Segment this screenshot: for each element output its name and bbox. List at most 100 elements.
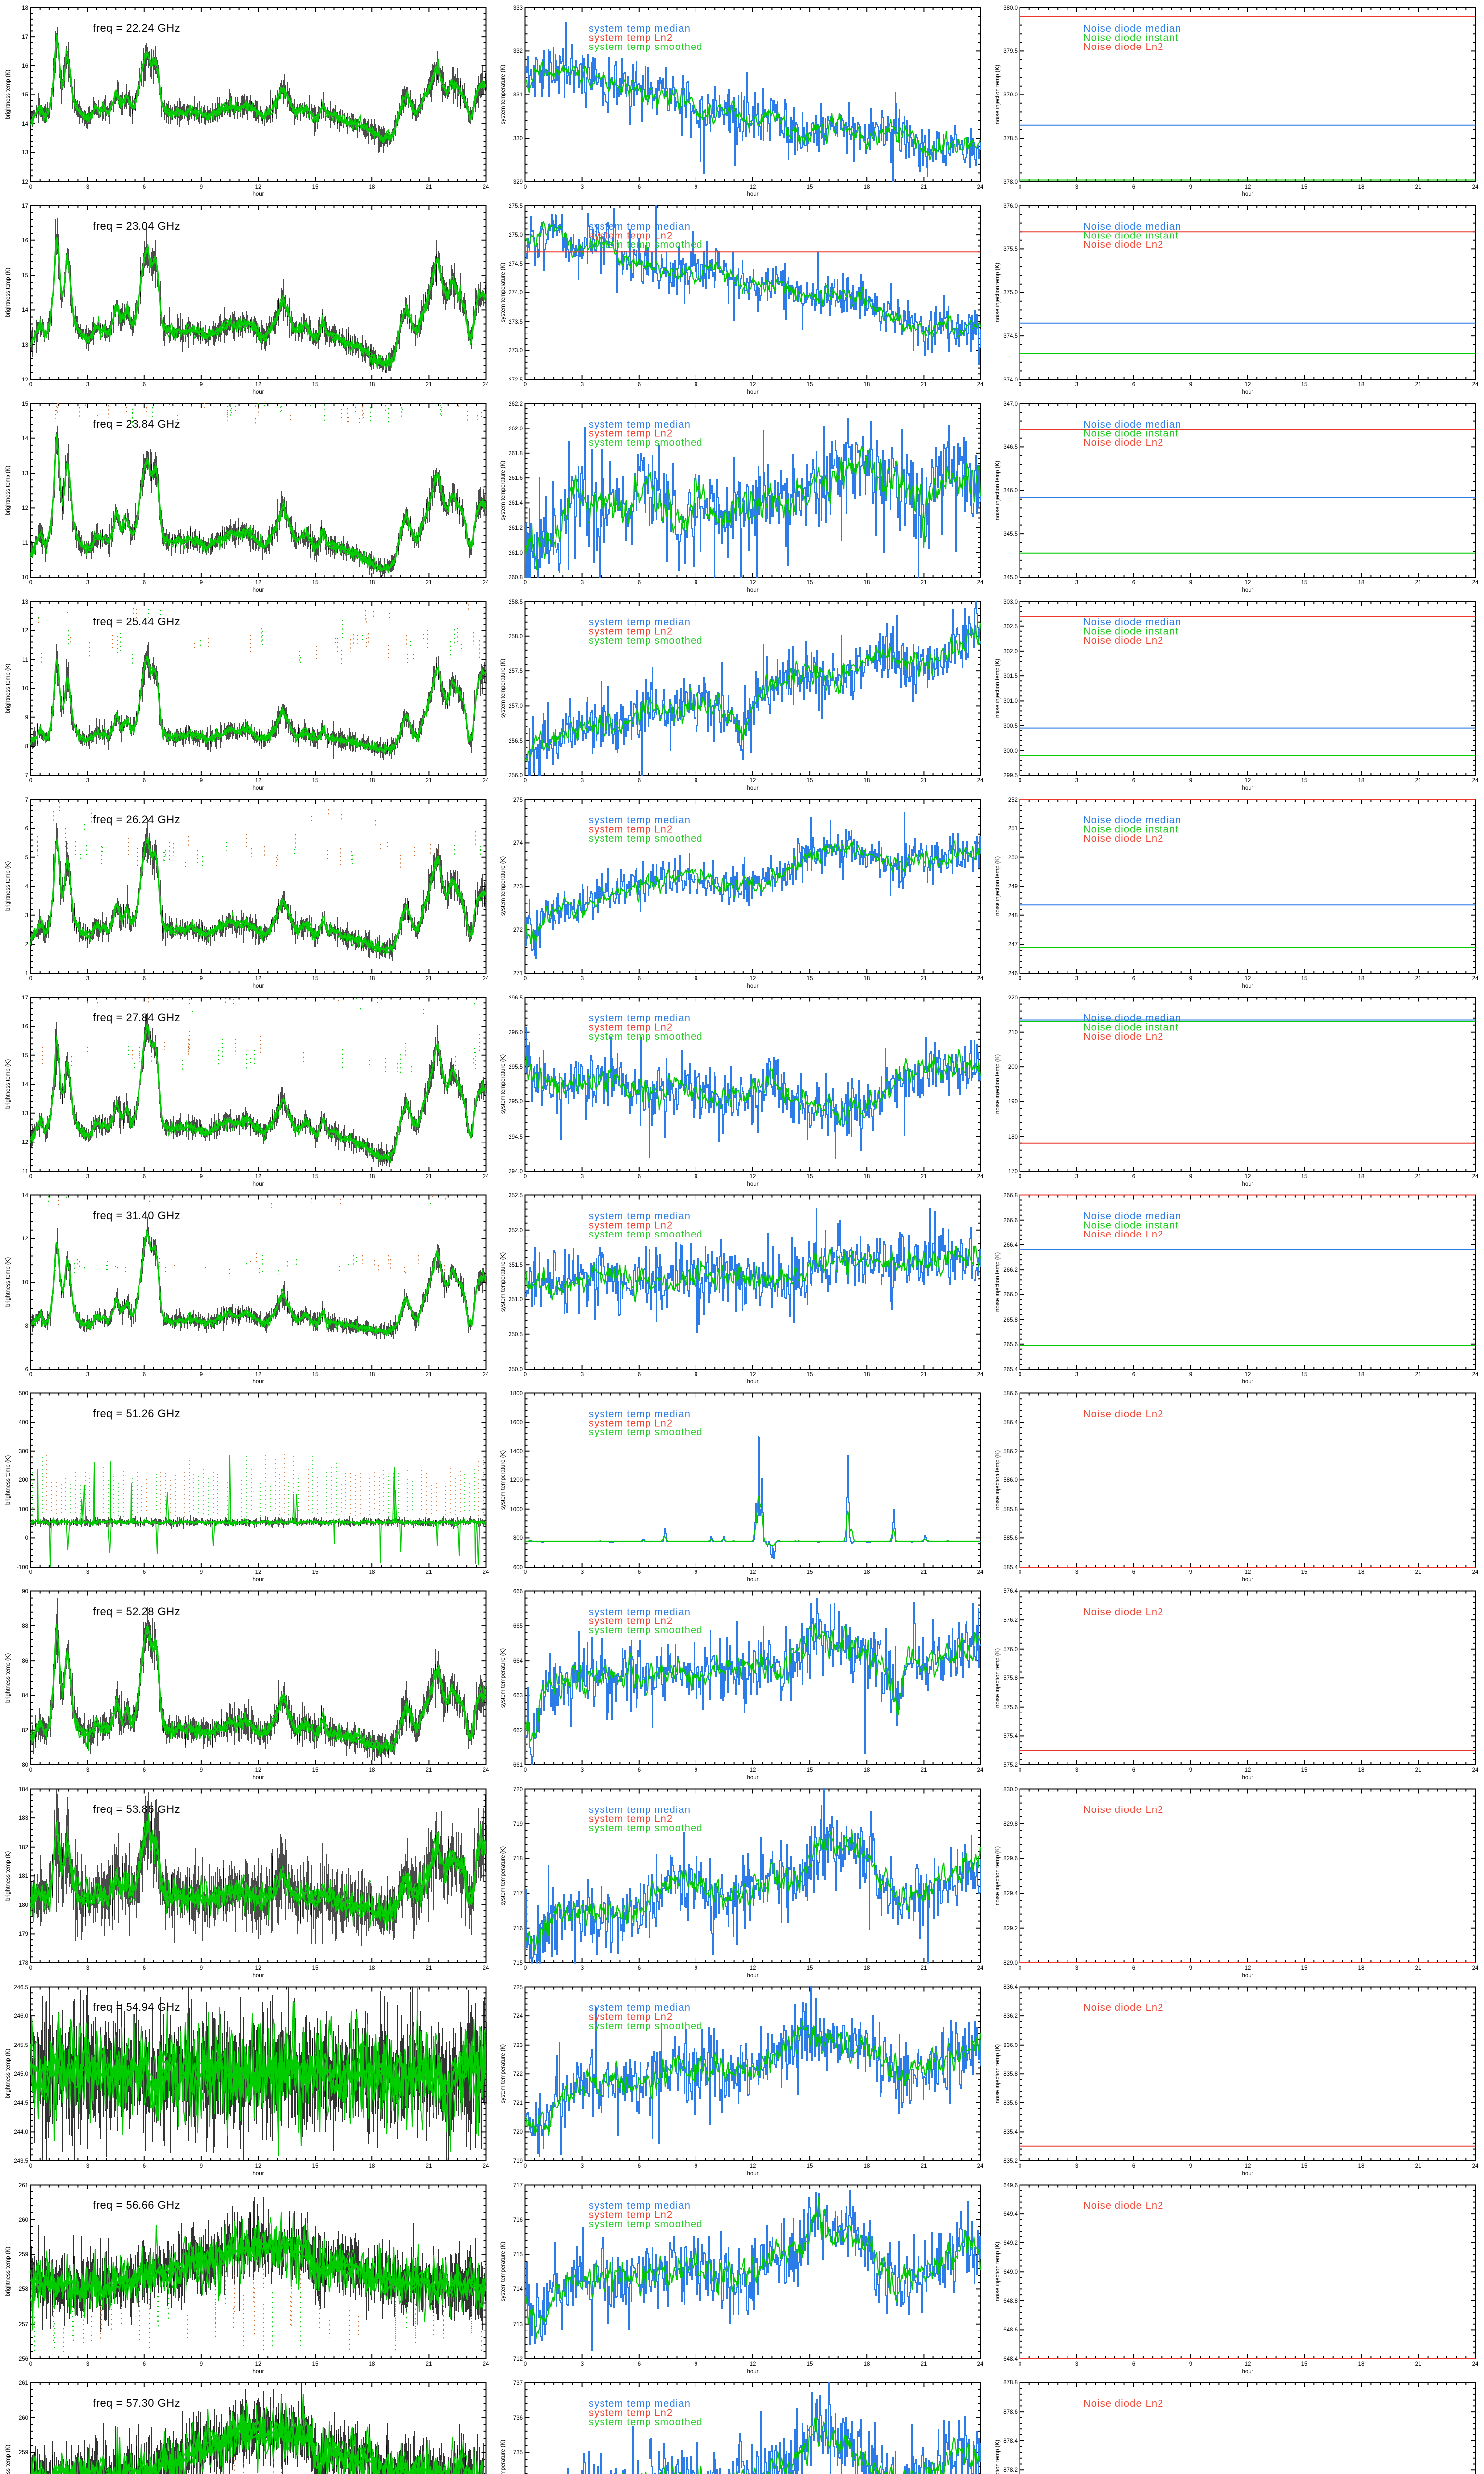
svg-text:266.0: 266.0 (1003, 1292, 1018, 1298)
svg-text:829.6: 829.6 (1003, 1856, 1018, 1862)
svg-text:575.8: 575.8 (1003, 1675, 1018, 1681)
svg-text:0: 0 (25, 1535, 28, 1541)
svg-text:719: 719 (513, 1821, 523, 1827)
svg-text:Noise diode Ln2: Noise diode Ln2 (1083, 1607, 1164, 1618)
svg-text:system temp Ln2: system temp Ln2 (589, 1814, 673, 1825)
svg-text:666: 666 (513, 1589, 523, 1595)
svg-text:878.4: 878.4 (1003, 2438, 1018, 2444)
svg-text:Noise diode Ln2: Noise diode Ln2 (1083, 635, 1164, 646)
svg-text:system temp median: system temp median (589, 1013, 691, 1024)
svg-text:736: 736 (513, 2415, 523, 2421)
svg-text:294.0: 294.0 (509, 1169, 523, 1175)
svg-text:system temperature (K): system temperature (K) (500, 2440, 506, 2474)
svg-text:9: 9 (25, 715, 28, 721)
svg-text:system temp Ln2: system temp Ln2 (589, 231, 673, 241)
svg-text:Noise diode Ln2: Noise diode Ln2 (1083, 1031, 1164, 1042)
svg-text:Noise diode Ln2: Noise diode Ln2 (1083, 1229, 1164, 1240)
svg-text:200: 200 (19, 1477, 28, 1483)
svg-text:12: 12 (22, 628, 28, 634)
svg-text:720: 720 (513, 2129, 523, 2135)
svg-text:brightness temp (K): brightness temp (K) (5, 861, 11, 911)
svg-text:346.0: 346.0 (1003, 488, 1018, 494)
svg-text:brightness temp (K): brightness temp (K) (5, 268, 11, 318)
svg-text:261: 261 (19, 2380, 28, 2386)
svg-text:374.5: 374.5 (1003, 333, 1018, 339)
svg-text:17: 17 (22, 203, 28, 209)
svg-text:378.0: 378.0 (1003, 179, 1018, 185)
svg-text:system temp median: system temp median (589, 221, 691, 232)
svg-text:noise injection temp (K): noise injection temp (K) (995, 1450, 1001, 1510)
svg-text:352.5: 352.5 (509, 1193, 523, 1199)
svg-text:375.5: 375.5 (1003, 246, 1018, 252)
svg-text:brightness temp (K): brightness temp (K) (5, 1455, 11, 1505)
svg-text:1000: 1000 (510, 1507, 523, 1513)
svg-text:system temp median: system temp median (589, 2200, 691, 2211)
svg-text:575.6: 575.6 (1003, 1705, 1018, 1711)
svg-text:system temperature (K): system temperature (K) (500, 856, 506, 916)
svg-text:15: 15 (22, 1053, 28, 1059)
svg-text:Noise diode Ln2: Noise diode Ln2 (1083, 2398, 1164, 2409)
svg-text:273: 273 (513, 884, 523, 890)
svg-text:1600: 1600 (510, 1420, 523, 1426)
svg-text:300.0: 300.0 (1003, 748, 1018, 754)
svg-text:331: 331 (513, 92, 523, 98)
svg-text:301.5: 301.5 (1003, 673, 1018, 679)
svg-text:829.4: 829.4 (1003, 1891, 1018, 1897)
svg-text:830.0: 830.0 (1003, 1787, 1018, 1793)
svg-text:system temperature (K): system temperature (K) (500, 1648, 506, 1708)
svg-text:272.5: 272.5 (509, 377, 523, 383)
svg-text:345.0: 345.0 (1003, 575, 1018, 581)
svg-text:noise injection temp (K): noise injection temp (K) (995, 659, 1001, 718)
svg-text:649.6: 649.6 (1003, 2183, 1018, 2189)
svg-text:13: 13 (22, 1111, 28, 1117)
svg-text:brightness temp (K): brightness temp (K) (5, 1851, 11, 1901)
svg-text:14: 14 (22, 121, 28, 127)
svg-text:829.8: 829.8 (1003, 1821, 1018, 1827)
svg-text:freq = 53.86 GHz: freq = 53.86 GHz (93, 1803, 180, 1815)
svg-text:717: 717 (513, 2183, 523, 2189)
svg-text:Noise diode instant: Noise diode instant (1083, 33, 1179, 44)
svg-text:585.6: 585.6 (1003, 1535, 1018, 1541)
svg-text:170: 170 (1008, 1169, 1018, 1175)
svg-text:10: 10 (22, 1280, 28, 1285)
svg-text:878.2: 878.2 (1003, 2467, 1018, 2473)
svg-text:220: 220 (1008, 995, 1018, 1001)
svg-text:system temp median: system temp median (589, 1211, 691, 1222)
svg-text:333: 333 (513, 5, 523, 11)
svg-text:system temp Ln2: system temp Ln2 (589, 428, 673, 439)
svg-text:Noise diode median: Noise diode median (1083, 617, 1181, 628)
svg-text:575.4: 575.4 (1003, 1733, 1018, 1739)
svg-text:347.0: 347.0 (1003, 401, 1018, 407)
svg-text:system temp median: system temp median (589, 2398, 691, 2409)
svg-text:200: 200 (1008, 1064, 1018, 1070)
svg-text:brightness temp (K): brightness temp (K) (5, 1653, 11, 1703)
svg-text:system temperature (K): system temperature (K) (500, 1846, 506, 1905)
svg-text:Noise diode Ln2: Noise diode Ln2 (1083, 2200, 1164, 2211)
svg-text:system temp Ln2: system temp Ln2 (589, 626, 673, 637)
svg-text:freq = 51.26 GHz: freq = 51.26 GHz (93, 1407, 180, 1420)
svg-text:836.4: 836.4 (1003, 1984, 1018, 1990)
svg-text:brightness temp (K): brightness temp (K) (5, 1059, 11, 1109)
svg-text:17: 17 (22, 34, 28, 40)
svg-text:244.0: 244.0 (14, 2129, 28, 2135)
svg-text:261.0: 261.0 (509, 550, 523, 556)
svg-text:500: 500 (19, 1391, 28, 1397)
svg-text:Noise diode instant: Noise diode instant (1083, 626, 1179, 637)
svg-text:16: 16 (22, 238, 28, 244)
svg-text:246.5: 246.5 (14, 1985, 28, 1991)
svg-text:brightness temp (K): brightness temp (K) (5, 2445, 11, 2474)
svg-text:719: 719 (513, 2158, 523, 2164)
svg-text:system temp smoothed: system temp smoothed (589, 42, 703, 52)
svg-text:system temp median: system temp median (589, 617, 691, 628)
svg-text:1400: 1400 (510, 1449, 523, 1455)
svg-text:system temp median: system temp median (589, 1409, 691, 1420)
svg-text:7: 7 (25, 797, 28, 803)
svg-text:723: 723 (513, 2043, 523, 2048)
svg-text:649.4: 649.4 (1003, 2211, 1018, 2217)
svg-text:13: 13 (22, 471, 28, 476)
svg-text:system temperature (K): system temperature (K) (500, 2242, 506, 2301)
svg-text:Noise diode Ln2: Noise diode Ln2 (1083, 2002, 1164, 2013)
svg-text:273.5: 273.5 (509, 319, 523, 325)
svg-text:737: 737 (513, 2380, 523, 2386)
svg-text:system temp Ln2: system temp Ln2 (589, 2012, 673, 2023)
